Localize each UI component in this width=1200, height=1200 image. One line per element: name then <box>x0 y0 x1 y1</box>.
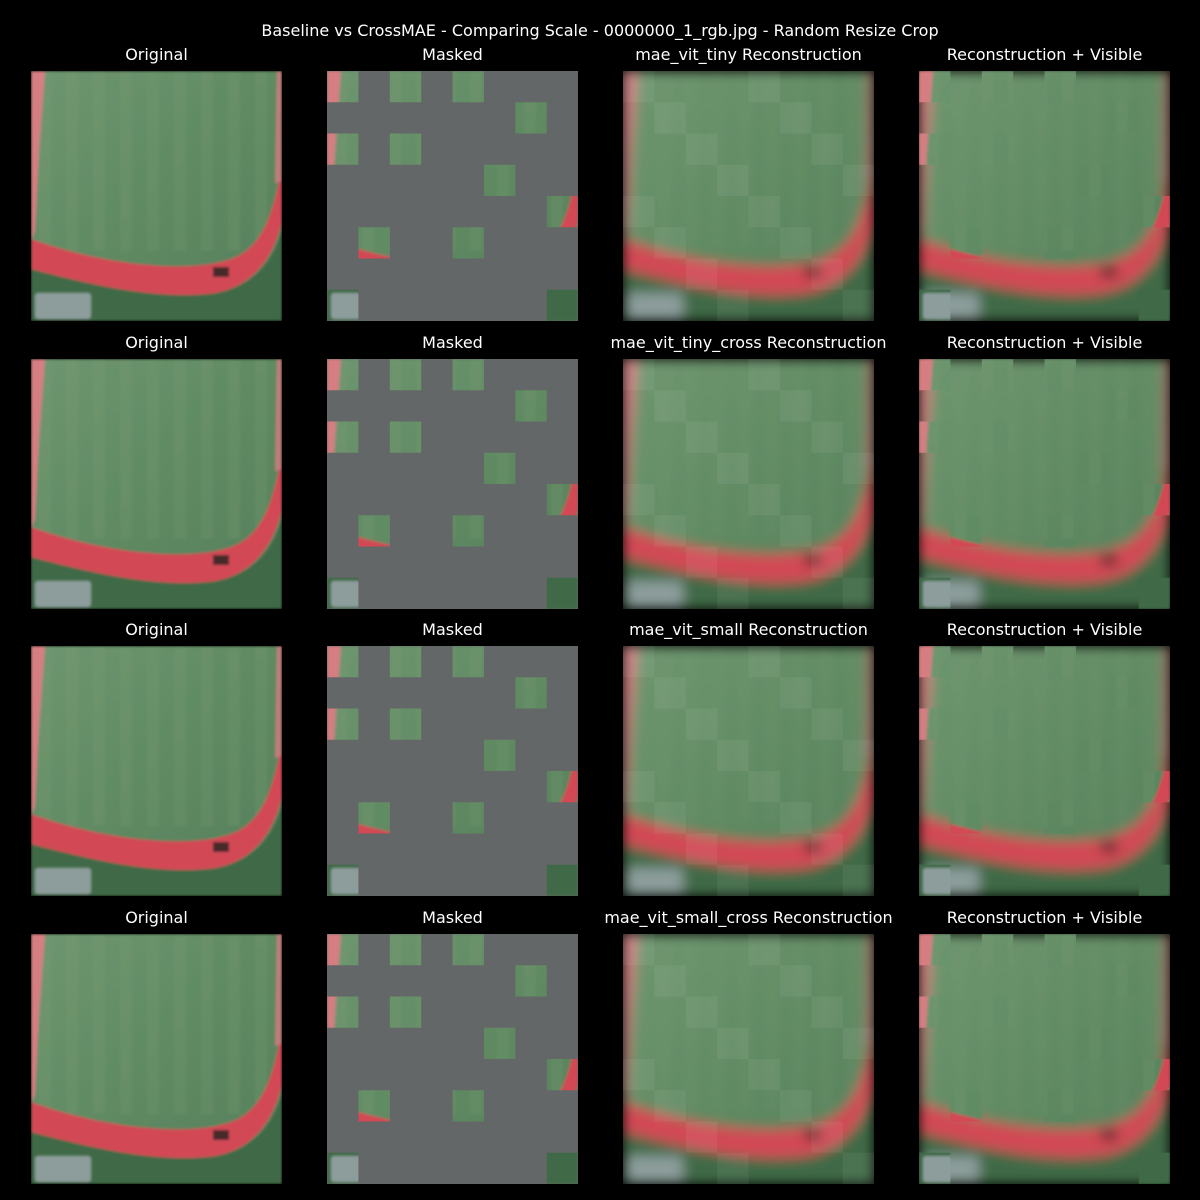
original-image <box>31 71 282 321</box>
row-1-reconstruction-visible: Reconstruction + Visible <box>919 71 1170 321</box>
row-4-reconstruction: mae_vit_small_cross Reconstruction <box>623 934 874 1184</box>
panel-title: Original <box>0 908 322 928</box>
row-3-masked: Masked <box>327 646 578 896</box>
original-image <box>31 646 282 896</box>
panel-title: Original <box>0 45 322 65</box>
row-1-masked: Masked <box>327 71 578 321</box>
row-3-reconstruction: mae_vit_small Reconstruction <box>623 646 874 896</box>
masked-image <box>327 71 578 321</box>
row-3-original: Original <box>31 646 282 896</box>
panel-title: mae_vit_small_cross Reconstruction <box>583 908 914 928</box>
row-2-reconstruction: mae_vit_tiny_cross Reconstruction <box>623 359 874 609</box>
panel-title: Reconstruction + Visible <box>879 333 1200 353</box>
reconstruction-image <box>623 646 874 896</box>
row-4-original: Original <box>31 934 282 1184</box>
masked-image <box>327 359 578 609</box>
panel-title: Masked <box>287 333 618 353</box>
panel-title: Original <box>0 333 322 353</box>
panel-title: mae_vit_tiny_cross Reconstruction <box>583 333 914 353</box>
row-2-original: Original <box>31 359 282 609</box>
figure-suptitle: Baseline vs CrossMAE - Comparing Scale -… <box>0 21 1200 41</box>
panel-title: Reconstruction + Visible <box>879 620 1200 640</box>
row-1-original: Original <box>31 71 282 321</box>
masked-image <box>327 934 578 1184</box>
reconstruction-visible-image <box>919 359 1170 609</box>
reconstruction-image <box>623 934 874 1184</box>
row-2-reconstruction-visible: Reconstruction + Visible <box>919 359 1170 609</box>
panel-title: Masked <box>287 620 618 640</box>
row-3-reconstruction-visible: Reconstruction + Visible <box>919 646 1170 896</box>
reconstruction-visible-image <box>919 71 1170 321</box>
row-2-masked: Masked <box>327 359 578 609</box>
panel-title: Reconstruction + Visible <box>879 45 1200 65</box>
row-4-reconstruction-visible: Reconstruction + Visible <box>919 934 1170 1184</box>
reconstruction-image <box>623 359 874 609</box>
row-4-masked: Masked <box>327 934 578 1184</box>
panel-title: mae_vit_small Reconstruction <box>583 620 914 640</box>
original-image <box>31 934 282 1184</box>
reconstruction-image <box>623 71 874 321</box>
panel-title: mae_vit_tiny Reconstruction <box>583 45 914 65</box>
masked-image <box>327 646 578 896</box>
row-1-reconstruction: mae_vit_tiny Reconstruction <box>623 71 874 321</box>
reconstruction-visible-image <box>919 646 1170 896</box>
panel-title: Masked <box>287 908 618 928</box>
original-image <box>31 359 282 609</box>
panel-title: Reconstruction + Visible <box>879 908 1200 928</box>
panel-title: Original <box>0 620 322 640</box>
reconstruction-visible-image <box>919 934 1170 1184</box>
panel-title: Masked <box>287 45 618 65</box>
